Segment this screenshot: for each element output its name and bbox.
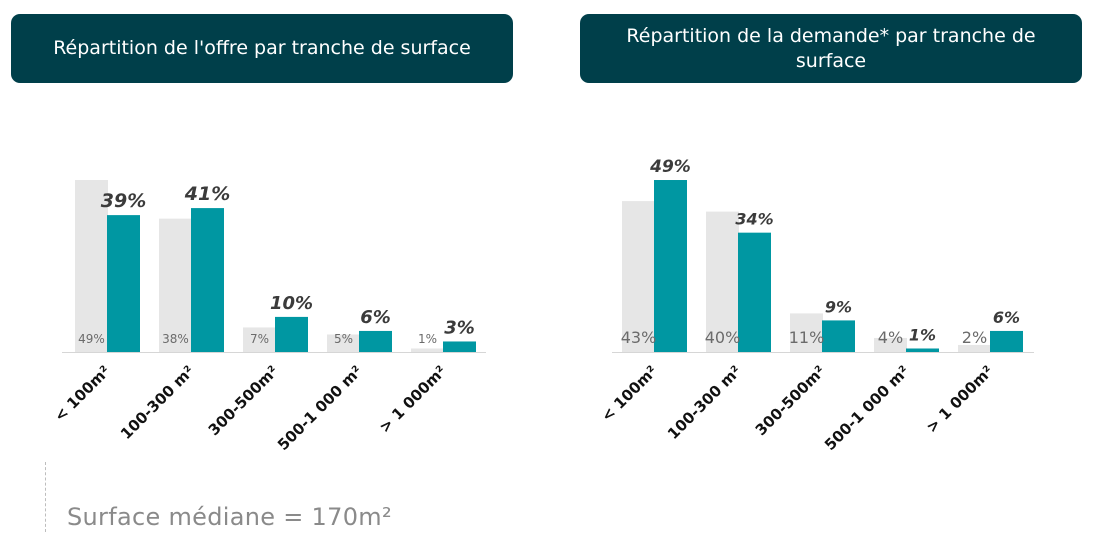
offer-label-teal-3: 6% xyxy=(360,307,391,328)
demand-chart-title-text: Répartition de la demande* par tranche d… xyxy=(626,24,1036,72)
demand-label-teal-4: 6% xyxy=(993,308,1020,327)
offer-tick-4: > 1 000m² xyxy=(376,362,450,436)
demand-label-teal-1: 34% xyxy=(735,210,773,229)
demand-bar-teal-2 xyxy=(822,320,855,352)
offer-chart-title: Répartition de l'offre par tranche de su… xyxy=(11,14,513,83)
offer-bar-grey-4 xyxy=(411,348,444,352)
offer-bar-teal-1 xyxy=(191,208,224,352)
demand-label-grey-4: 2% xyxy=(962,328,987,347)
demand-tick-2: 300-500m² xyxy=(752,362,829,439)
offer-chart-title-text: Répartition de l'offre par tranche de su… xyxy=(53,37,471,59)
offer-bar-teal-2 xyxy=(275,316,308,352)
demand-label-grey-2: 11% xyxy=(789,328,825,347)
demand-chart-title: Répartition de la demande* par tranche d… xyxy=(580,14,1082,83)
offer-label-teal-1: 41% xyxy=(184,183,230,205)
demand-bar-grey-3 xyxy=(874,337,907,352)
offer-tick-1: 100-300 m² xyxy=(117,362,198,443)
offer-bar-grey-2 xyxy=(243,327,276,352)
demand-label-grey-3: 4% xyxy=(878,328,903,347)
demand-bar-grey-0 xyxy=(622,201,655,352)
demand-bar-teal-1 xyxy=(738,232,771,352)
offer-label-grey-0: 49% xyxy=(78,332,105,346)
demand-label-teal-2: 9% xyxy=(825,297,852,316)
demand-label-grey-0: 43% xyxy=(621,328,657,347)
offer-bar-teal-3 xyxy=(359,330,392,352)
offer-label-teal-2: 10% xyxy=(270,293,313,314)
demand-bar-teal-4 xyxy=(990,330,1023,352)
demand-tick-1: 100-300 m² xyxy=(664,362,745,443)
offer-tick-0: < 100m² xyxy=(51,362,114,425)
offer-bar-teal-0 xyxy=(107,215,140,352)
offer-bar-grey-3 xyxy=(327,334,360,352)
offer-label-grey-4: 1% xyxy=(418,332,437,346)
demand-label-teal-3: 1% xyxy=(909,325,936,344)
offer-bar-grey-0 xyxy=(75,180,108,352)
offer-label-grey-2: 7% xyxy=(250,332,269,346)
demand-bar-teal-0 xyxy=(654,180,687,352)
demand-label-teal-0: 49% xyxy=(649,157,691,177)
offer-label-teal-4: 3% xyxy=(444,317,475,338)
demand-bar-grey-1 xyxy=(706,211,739,352)
offer-tick-2: 300-500m² xyxy=(205,362,282,439)
offer-tick-3: 500-1 000 m² xyxy=(274,362,366,454)
offer-label-teal-0: 39% xyxy=(101,190,146,212)
offer-bar-teal-4 xyxy=(443,341,476,352)
median-surface-note: Surface médiane = 170m² xyxy=(67,503,392,531)
footer-divider xyxy=(45,462,46,532)
demand-bar-grey-4 xyxy=(958,344,991,352)
offer-label-grey-3: 5% xyxy=(334,332,353,346)
offer-label-grey-1: 38% xyxy=(162,332,189,346)
demand-tick-3: 500-1 000 m² xyxy=(821,362,913,454)
offer-bar-grey-1 xyxy=(159,218,192,352)
demand-bar-teal-3 xyxy=(906,348,939,352)
demand-bar-grey-2 xyxy=(790,313,823,352)
demand-tick-4: > 1 000m² xyxy=(923,362,997,436)
demand-tick-0: < 100m² xyxy=(598,362,661,425)
demand-label-grey-1: 40% xyxy=(705,328,741,347)
